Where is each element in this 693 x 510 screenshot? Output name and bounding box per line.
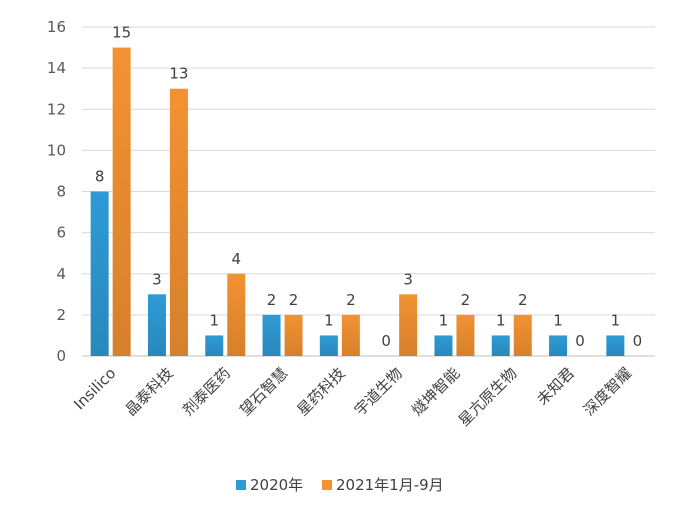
bar-s1-0 — [90, 191, 109, 356]
y-tick-label: 12 — [47, 100, 66, 118]
bar-s2-1 — [169, 88, 188, 356]
x-category-label: 晶泰科技 — [122, 364, 177, 419]
data-label: 1 — [324, 311, 334, 329]
legend-swatch — [322, 480, 332, 490]
data-label: 2 — [461, 291, 471, 309]
data-label: 0 — [633, 332, 643, 350]
x-category-label: 宇道生物 — [351, 364, 406, 419]
gridlines — [82, 26, 655, 357]
data-label: 15 — [112, 24, 131, 42]
bar-s1-2 — [205, 335, 224, 356]
bar-s1-8 — [549, 335, 568, 356]
x-category-label: 星药科技 — [294, 364, 349, 419]
y-tick-label: 4 — [56, 265, 66, 283]
data-label: 8 — [95, 168, 105, 186]
bar-s2-6 — [456, 314, 475, 356]
data-label: 2 — [289, 291, 299, 309]
data-label: 3 — [152, 270, 162, 288]
bar-s2-4 — [341, 314, 360, 356]
x-category-label: 深度智耀 — [580, 364, 635, 419]
bar-s1-3 — [262, 314, 281, 356]
y-tick-label: 2 — [56, 306, 66, 324]
bar-s1-1 — [147, 294, 166, 356]
y-axis: 0 2 4 6 8 10 12 14 16 — [47, 18, 66, 365]
bars — [90, 47, 625, 356]
y-tick-label: 14 — [47, 59, 66, 77]
bar-s1-4 — [319, 335, 338, 356]
y-tick-label: 10 — [47, 141, 66, 159]
data-label: 0 — [575, 332, 585, 350]
y-tick-label: 8 — [56, 183, 66, 201]
bar-s1-7 — [491, 335, 510, 356]
x-category-label: 望石智慧 — [236, 364, 291, 419]
bar-s2-0 — [112, 47, 131, 356]
y-tick-label: 6 — [56, 224, 66, 242]
data-label: 1 — [611, 311, 621, 329]
data-label: 13 — [169, 65, 188, 83]
bar-s2-2 — [227, 273, 246, 356]
data-label: 1 — [439, 311, 449, 329]
data-label: 4 — [231, 250, 241, 268]
legend: 2020年 2021年1月-9月 — [236, 476, 444, 494]
x-category-label: 星亢原生物 — [455, 364, 521, 430]
y-tick-label: 0 — [56, 347, 66, 365]
data-label: 1 — [209, 311, 219, 329]
data-label: 0 — [381, 332, 391, 350]
x-category-label: 燧坤智能 — [408, 364, 463, 419]
x-category-label: 剂泰医药 — [179, 364, 234, 419]
bar-s1-9 — [606, 335, 625, 356]
bar-s2-5 — [399, 294, 418, 356]
data-label: 1 — [553, 311, 563, 329]
data-label: 1 — [496, 311, 506, 329]
x-category-label: Insilico — [70, 364, 119, 413]
bar-s2-7 — [513, 314, 532, 356]
legend-label: 2020年 — [250, 476, 303, 494]
x-category-label: 未知君 — [533, 364, 578, 409]
data-label: 2 — [267, 291, 277, 309]
y-tick-label: 16 — [47, 18, 66, 36]
data-label: 2 — [346, 291, 356, 309]
bar-s2-3 — [284, 314, 303, 356]
data-label: 2 — [518, 291, 528, 309]
bar-s1-6 — [434, 335, 453, 356]
data-label: 3 — [403, 270, 413, 288]
legend-swatch — [236, 480, 246, 490]
legend-label: 2021年1月-9月 — [336, 476, 444, 494]
